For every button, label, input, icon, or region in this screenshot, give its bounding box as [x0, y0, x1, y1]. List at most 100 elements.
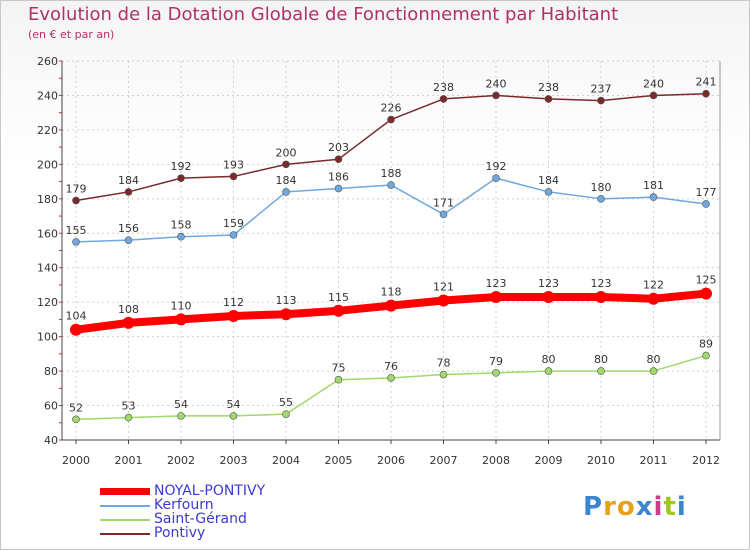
data-point: [385, 299, 397, 312]
x-tick-label: 2011: [640, 454, 668, 467]
data-point: [597, 195, 605, 203]
data-label: 186: [328, 170, 349, 183]
data-label: 226: [381, 102, 402, 115]
x-tick-label: 2005: [325, 454, 353, 467]
chart-subtitle: (en € et par an): [28, 28, 115, 41]
logo-letter: i: [653, 492, 664, 522]
data-label: 113: [276, 294, 297, 307]
data-point: [282, 410, 290, 418]
data-label: 240: [486, 77, 507, 90]
data-label: 110: [171, 299, 192, 312]
data-point: [595, 291, 607, 304]
data-label: 179: [66, 183, 87, 196]
data-label: 200: [276, 146, 297, 159]
data-label: 123: [591, 277, 612, 290]
legend-label: NOYAL-PONTIVY: [154, 483, 266, 499]
data-label: 238: [538, 81, 559, 94]
data-label: 54: [227, 398, 241, 411]
data-point: [647, 292, 660, 305]
data-label: 80: [594, 353, 608, 366]
data-point: [124, 188, 133, 196]
data-label: 238: [433, 81, 454, 94]
data-point: [439, 210, 448, 219]
data-point: [597, 367, 605, 375]
chart-title: Evolution de la Dotation Globale de Fonc…: [28, 4, 619, 25]
data-point: [334, 155, 343, 163]
data-point: [649, 193, 658, 201]
data-point: [332, 304, 345, 317]
data-label: 121: [433, 280, 454, 293]
data-point: [282, 160, 290, 169]
data-label: 55: [279, 396, 293, 409]
data-point: [542, 291, 555, 304]
axes: 40 60 80 100 120 140 160 180 200 220 240 260 2000 200…: [37, 55, 721, 467]
data-label: 155: [66, 224, 87, 237]
x-tick-label: 2000: [62, 454, 90, 467]
legend-swatch: [100, 533, 150, 535]
data-point: [229, 172, 238, 181]
data-label: 53: [122, 400, 136, 413]
data-point: [282, 188, 290, 196]
data-labels: 179 184 192 193 200 203 226 238 240 238 237 240 241 1…: [66, 76, 717, 415]
data-point: [387, 181, 395, 189]
data-label: 240: [643, 77, 664, 90]
data-point: [72, 238, 80, 246]
data-point: [700, 287, 712, 300]
data-label: 192: [486, 160, 507, 173]
data-label: 158: [171, 219, 192, 232]
data-point: [175, 313, 187, 326]
data-point: [280, 308, 292, 321]
data-label: 177: [696, 186, 717, 199]
logo-letter: x: [635, 492, 654, 522]
data-label: 118: [381, 286, 402, 299]
x-tick-label: 2012: [692, 454, 720, 467]
data-point: [544, 367, 553, 375]
legend-label: Kerfourn: [154, 497, 214, 513]
data-label: 89: [699, 338, 713, 351]
logo-letter: i: [676, 492, 687, 522]
data-point: [177, 232, 185, 241]
proxiti-logo: Proxiti: [583, 492, 687, 522]
data-point: [177, 412, 185, 420]
data-point: [490, 291, 502, 304]
data-label: 80: [542, 353, 556, 366]
data-point: [334, 184, 343, 193]
data-point: [544, 95, 553, 103]
data-label: 193: [223, 158, 244, 171]
x-tick-label: 2010: [587, 454, 615, 467]
logo-letter: r: [603, 492, 617, 522]
data-point: [387, 115, 395, 124]
data-point: [649, 367, 658, 375]
x-tick-label: 2009: [535, 454, 563, 467]
y-tick-label: 80: [44, 365, 58, 378]
data-label: 203: [328, 141, 349, 154]
y-tick-label: 140: [37, 262, 58, 275]
data-point: [649, 91, 658, 100]
data-label: 192: [171, 160, 192, 173]
data-label: 184: [538, 174, 559, 187]
data-label: 241: [696, 76, 717, 89]
data-label: 171: [433, 196, 454, 209]
data-label: 54: [174, 398, 188, 411]
legend-swatch: [100, 488, 150, 495]
y-tick-label: 180: [37, 193, 58, 206]
data-point: [492, 369, 500, 377]
y-tick-label: 160: [37, 227, 58, 240]
y-tick-label: 240: [37, 89, 58, 102]
data-point: [492, 91, 500, 100]
data-label: 52: [69, 401, 83, 414]
legend-swatch: [100, 505, 150, 507]
x-tick-label: 2002: [167, 454, 195, 467]
data-label: 180: [591, 181, 612, 194]
logo-letter: P: [583, 492, 604, 522]
data-label: 123: [538, 277, 559, 290]
data-label: 78: [437, 357, 451, 370]
data-point: [177, 174, 185, 182]
data-label: 108: [118, 303, 139, 316]
y-tick-label: 40: [44, 434, 58, 447]
data-point: [334, 375, 343, 384]
data-point: [227, 309, 240, 322]
x-tick-label: 2001: [115, 454, 143, 467]
data-label: 184: [276, 174, 297, 187]
data-label: 122: [643, 279, 664, 292]
